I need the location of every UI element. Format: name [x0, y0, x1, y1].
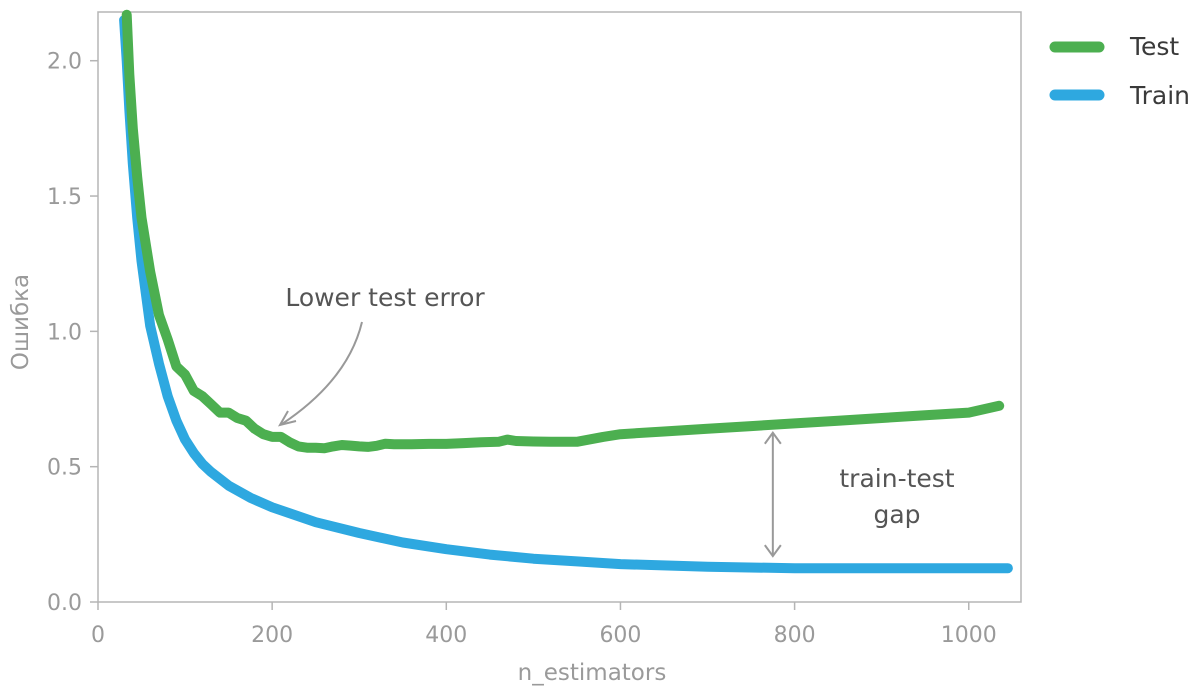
legend: Test Train: [1049, 32, 1190, 110]
gap-arrowhead-bottom: [764, 544, 782, 558]
annotation-arrowhead: [277, 410, 297, 427]
x-tick-label: 400: [425, 623, 467, 648]
x-tick-label: 600: [599, 623, 641, 648]
annotation-lower-test-error: Lower test error: [285, 283, 485, 312]
x-tick-label: 1000: [941, 623, 997, 648]
series-layer: [119, 9, 1013, 574]
y-tick-label: 1.5: [47, 185, 82, 210]
y-tick-label: 2.0: [47, 50, 82, 75]
gap-arrow: [764, 431, 782, 558]
y-tick-label: 0.0: [47, 591, 82, 616]
x-tick-label: 200: [251, 623, 293, 648]
x-tick-label: 800: [774, 623, 816, 648]
plot-frame: [97, 11, 1022, 603]
legend-label-train: Train: [1129, 81, 1190, 110]
annotation-gap-line-1: train-test: [839, 464, 954, 493]
annotation-gap-line-2: gap: [873, 500, 920, 529]
gap-arrowhead-top: [764, 431, 782, 445]
x-axis-ticks: 0 200 400 600 800 1000: [91, 602, 997, 648]
x-tick-label: 0: [91, 623, 105, 648]
annotation-layer: Lower test error train-test gap: [277, 283, 955, 558]
y-tick-label: 1.0: [47, 320, 82, 345]
y-tick-label: 0.5: [47, 456, 82, 481]
y-axis-label: Ошибка: [8, 274, 34, 370]
x-axis-label: n_estimators: [518, 660, 667, 686]
series-line-train: [119, 15, 1013, 574]
legend-label-test: Test: [1129, 32, 1179, 61]
y-axis-ticks: 0.0 0.5 1.0 1.5 2.0: [47, 50, 98, 616]
annotation-curved-arrow: [281, 321, 363, 425]
series-line-test: [121, 9, 1005, 454]
